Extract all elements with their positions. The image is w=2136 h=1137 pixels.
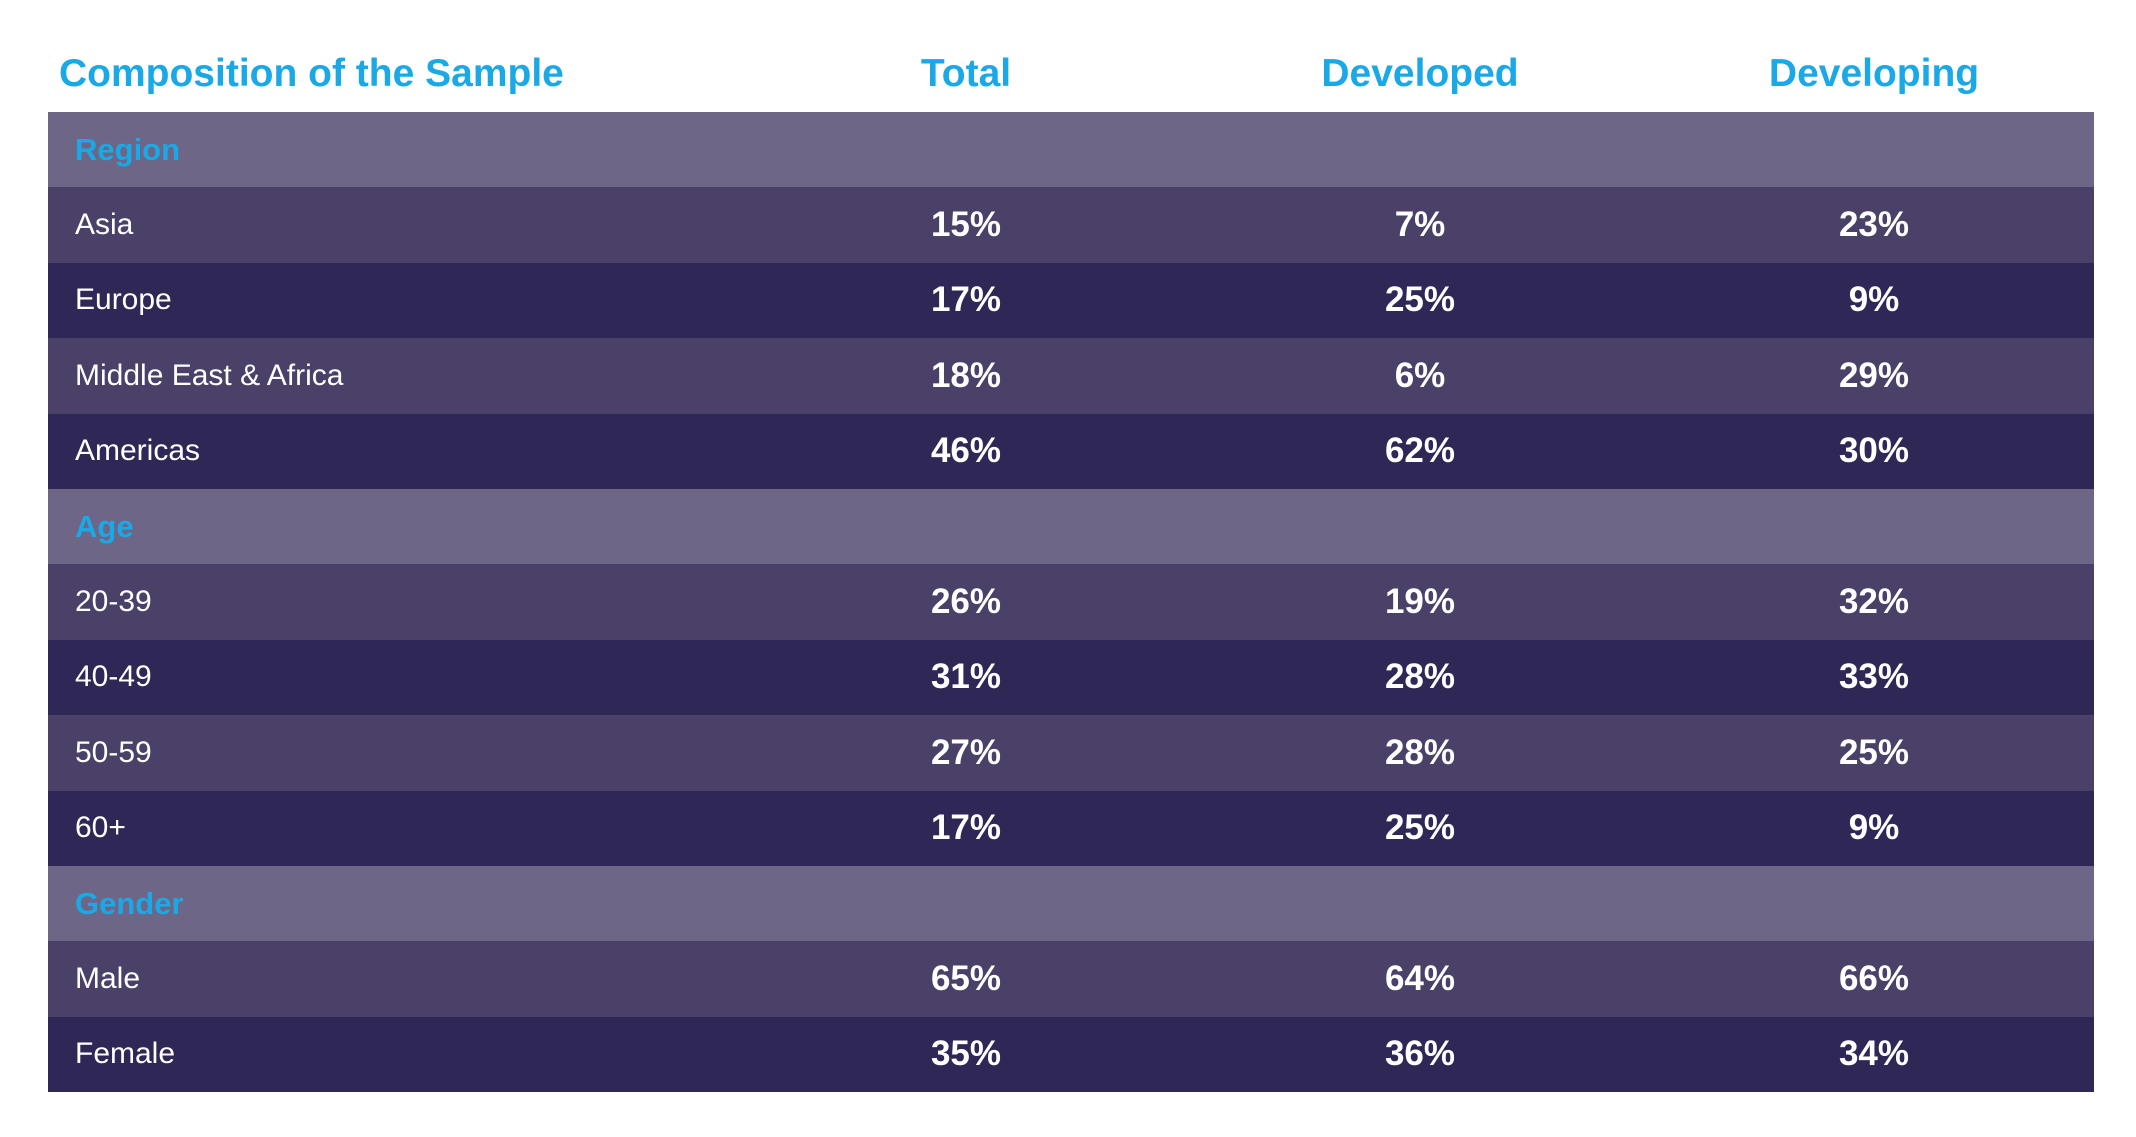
cell-value: 28% [1384,732,1456,772]
cell-value: 33% [1838,657,1910,697]
data-row: 20-39 26% 19% 32% [48,564,2094,640]
cell-value: 25% [1838,732,1910,772]
cell-value: 36% [1384,1034,1456,1074]
row-label: Europe [75,283,172,317]
cell-value: 17% [930,280,1002,320]
cell-value: 25% [1384,808,1456,848]
cell-value: 34% [1838,1034,1910,1074]
cell-value: 15% [930,205,1002,245]
row-label: Male [75,961,141,995]
cell-value: 46% [930,431,1002,471]
section-label: Age [75,508,134,544]
column-header: Developed [1321,52,1519,95]
cell-value: 9% [1848,280,1900,320]
section-label: Gender [75,885,184,921]
row-label: Female [75,1037,176,1071]
row-label: 20-39 [75,585,152,619]
row-label: Middle East & Africa [75,358,344,392]
cell-value: 7% [1394,205,1446,245]
cell-value: 26% [930,582,1002,622]
column-header: Developing [1768,52,1980,95]
cell-value: 23% [1838,205,1910,245]
cell-value: 19% [1384,582,1456,622]
cell-value: 9% [1848,808,1900,848]
row-label: 60+ [75,811,126,845]
cell-value: 30% [1838,431,1910,471]
cell-value: 31% [930,657,1002,697]
data-row: Female 35% 36% 34% [48,1016,2094,1093]
data-row: Europe 17% 25% 9% [48,262,2094,339]
row-label: 50-59 [75,735,152,769]
cell-value: 64% [1384,958,1456,998]
row-label: Asia [75,208,134,242]
cell-value: 25% [1384,280,1456,320]
section-row: Gender [48,865,2094,942]
cell-value: 66% [1838,958,1910,998]
cell-value: 6% [1394,355,1446,395]
data-row: 60+ 17% 25% 9% [48,790,2094,866]
section-label: Region [75,131,181,167]
data-row: 40-49 31% 28% 33% [48,639,2094,716]
cell-value: 29% [1838,355,1910,395]
data-row: Middle East & Africa 18% 6% 29% [48,338,2094,414]
section-row: Age [48,488,2094,565]
cell-value: 65% [930,958,1002,998]
cell-value: 27% [930,732,1002,772]
data-row: Male 65% 64% 66% [48,941,2094,1017]
cell-value: 32% [1838,582,1910,622]
table-title: Composition of the Sample [59,52,564,95]
section-row: Region [48,112,2094,188]
row-label: Americas [75,434,201,468]
column-header: Total [920,52,1012,95]
row-label: 40-49 [75,660,152,694]
cell-value: 18% [930,355,1002,395]
cell-value: 62% [1384,431,1456,471]
table: Region Asia 15% 7% 23% Europe 17% 25% 9% Middle E… [48,112,2094,1093]
data-row: Asia 15% 7% 23% [48,187,2094,263]
cell-value: 17% [930,808,1002,848]
cell-value: 28% [1384,657,1456,697]
cell-value: 35% [930,1034,1002,1074]
data-row: 50-59 27% 28% 25% [48,715,2094,791]
data-row: Americas 46% 62% 30% [48,413,2094,489]
